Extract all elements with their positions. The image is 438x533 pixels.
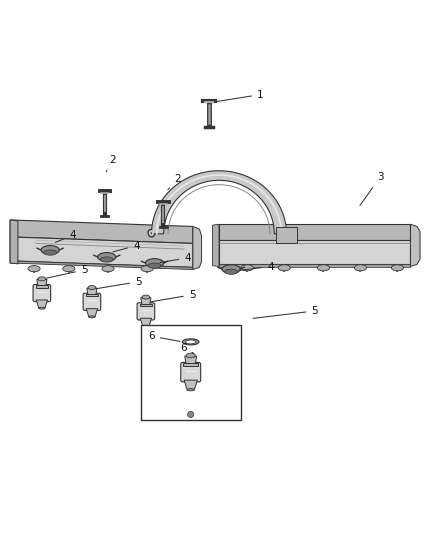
Ellipse shape xyxy=(100,257,113,262)
Polygon shape xyxy=(140,318,152,326)
Text: 5: 5 xyxy=(151,290,195,302)
FancyBboxPatch shape xyxy=(83,293,101,310)
Ellipse shape xyxy=(44,250,57,255)
Polygon shape xyxy=(219,240,410,264)
Polygon shape xyxy=(219,264,410,266)
Ellipse shape xyxy=(41,246,59,254)
Ellipse shape xyxy=(354,265,367,271)
Polygon shape xyxy=(152,171,286,234)
Ellipse shape xyxy=(98,253,116,261)
Ellipse shape xyxy=(143,326,149,327)
Polygon shape xyxy=(10,220,18,264)
Ellipse shape xyxy=(185,340,196,344)
Text: 4: 4 xyxy=(239,262,274,271)
Text: 6: 6 xyxy=(180,343,194,353)
Polygon shape xyxy=(193,227,201,270)
Text: 3: 3 xyxy=(360,172,383,206)
Polygon shape xyxy=(219,224,410,240)
Circle shape xyxy=(187,411,194,417)
Bar xyxy=(184,363,198,366)
Polygon shape xyxy=(10,220,193,244)
Polygon shape xyxy=(37,279,47,286)
Bar xyxy=(85,294,98,296)
Text: 5: 5 xyxy=(253,306,318,318)
Polygon shape xyxy=(276,228,297,243)
Text: 6: 6 xyxy=(148,331,180,342)
Text: 1: 1 xyxy=(216,90,264,102)
Bar xyxy=(140,304,152,306)
Polygon shape xyxy=(185,356,197,364)
Polygon shape xyxy=(36,300,47,308)
Polygon shape xyxy=(86,309,98,317)
FancyBboxPatch shape xyxy=(33,285,51,302)
Polygon shape xyxy=(10,237,193,268)
Text: 4: 4 xyxy=(113,240,140,252)
Ellipse shape xyxy=(142,295,150,299)
Bar xyxy=(141,325,241,419)
FancyBboxPatch shape xyxy=(137,303,155,320)
Ellipse shape xyxy=(187,389,194,391)
Ellipse shape xyxy=(89,316,95,318)
Ellipse shape xyxy=(391,265,403,271)
Ellipse shape xyxy=(39,307,45,309)
Ellipse shape xyxy=(222,265,240,273)
Polygon shape xyxy=(410,224,420,266)
Ellipse shape xyxy=(63,265,75,272)
Polygon shape xyxy=(212,224,219,266)
Polygon shape xyxy=(87,288,97,295)
Ellipse shape xyxy=(241,265,253,271)
Text: 2: 2 xyxy=(106,155,116,172)
Polygon shape xyxy=(141,297,151,304)
Ellipse shape xyxy=(102,265,114,272)
Text: 5: 5 xyxy=(47,265,88,278)
Ellipse shape xyxy=(186,353,195,358)
Ellipse shape xyxy=(28,265,40,272)
Polygon shape xyxy=(10,261,193,270)
Ellipse shape xyxy=(225,269,238,274)
Text: 4: 4 xyxy=(55,230,77,243)
Ellipse shape xyxy=(318,265,329,271)
Ellipse shape xyxy=(38,277,46,281)
Text: 2: 2 xyxy=(168,174,181,190)
FancyBboxPatch shape xyxy=(181,362,201,382)
Bar xyxy=(35,285,48,288)
Ellipse shape xyxy=(88,286,96,289)
Polygon shape xyxy=(184,380,197,390)
Ellipse shape xyxy=(148,263,161,268)
Text: 4: 4 xyxy=(160,253,191,263)
Ellipse shape xyxy=(145,259,164,268)
Ellipse shape xyxy=(278,265,290,271)
Ellipse shape xyxy=(183,339,199,345)
Ellipse shape xyxy=(141,265,153,272)
Text: 5: 5 xyxy=(96,277,142,289)
